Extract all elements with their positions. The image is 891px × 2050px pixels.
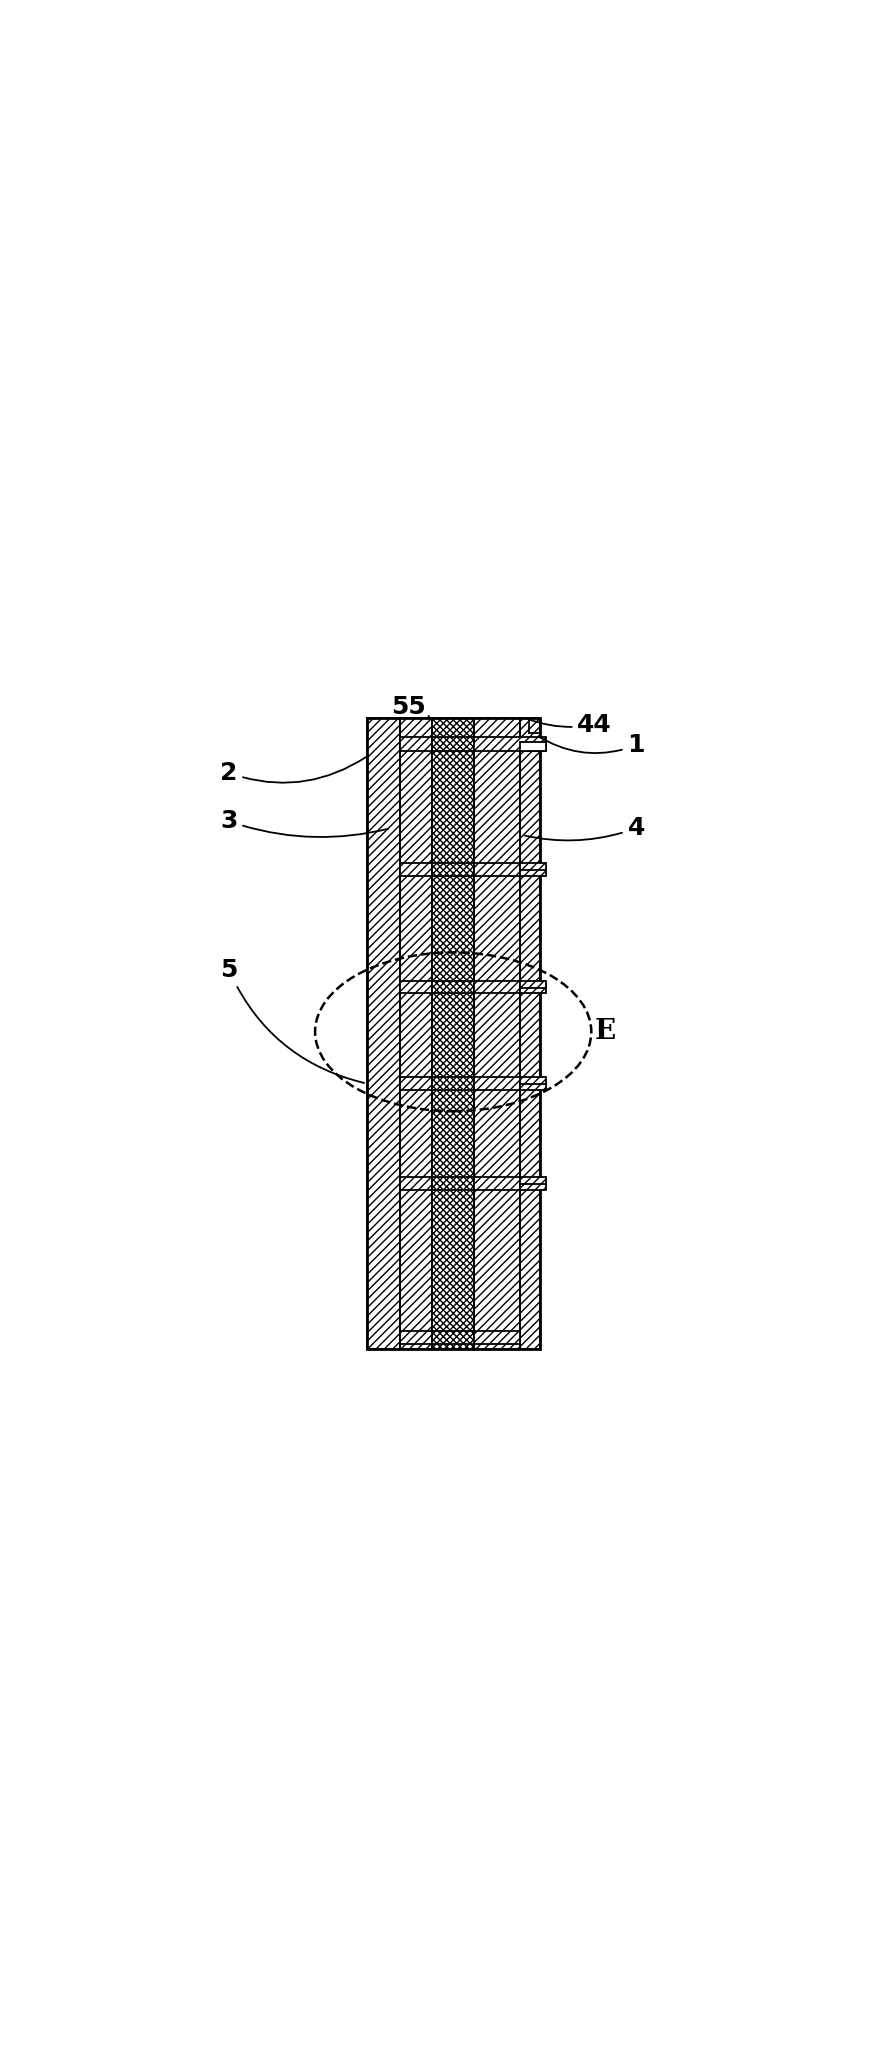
Bar <box>474 718 520 1349</box>
Bar <box>520 863 546 869</box>
Bar <box>520 742 546 750</box>
Bar <box>474 1177 520 1189</box>
Bar <box>400 1177 432 1189</box>
Text: 44: 44 <box>527 713 612 736</box>
Bar <box>367 718 540 1349</box>
Bar <box>432 980 474 992</box>
Bar <box>520 718 540 1349</box>
Bar <box>400 1078 432 1091</box>
Bar <box>474 863 520 875</box>
Bar <box>474 736 546 750</box>
Text: 5: 5 <box>220 957 364 1082</box>
Bar <box>400 980 432 992</box>
Bar <box>520 1183 546 1189</box>
Bar <box>400 718 432 1349</box>
Bar <box>474 1078 520 1091</box>
Text: E: E <box>595 1019 616 1046</box>
Bar <box>520 1082 546 1091</box>
Bar <box>520 1078 546 1084</box>
Bar <box>432 863 474 875</box>
Bar <box>520 986 546 992</box>
Bar <box>432 1177 474 1189</box>
Bar <box>520 1177 546 1185</box>
Text: 3: 3 <box>220 810 388 836</box>
Bar <box>520 980 546 988</box>
Bar <box>432 1332 474 1345</box>
Bar <box>432 736 474 750</box>
Text: 55: 55 <box>391 695 429 720</box>
Bar <box>432 718 474 1349</box>
Bar <box>400 736 432 750</box>
Bar <box>400 1332 432 1345</box>
Text: 4: 4 <box>525 816 645 840</box>
Bar <box>367 718 400 1349</box>
Text: 2: 2 <box>220 756 366 785</box>
Bar <box>474 1332 520 1345</box>
Bar <box>520 869 546 875</box>
Bar <box>474 980 520 992</box>
Text: 1: 1 <box>538 734 645 756</box>
Bar <box>400 863 432 875</box>
Bar <box>432 1078 474 1091</box>
